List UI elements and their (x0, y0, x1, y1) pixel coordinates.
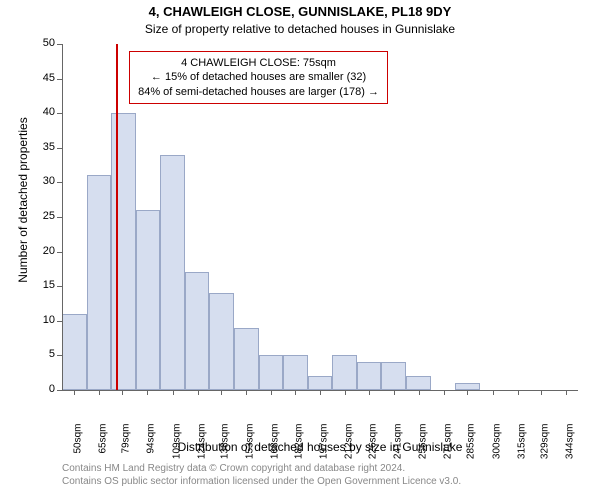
histogram-bar (332, 355, 357, 390)
histogram-bar (259, 355, 284, 390)
y-axis-line (62, 44, 63, 390)
y-tick-label: 35 (30, 141, 55, 153)
chart-title: 4, CHAWLEIGH CLOSE, GUNNISLAKE, PL18 9DY (0, 4, 600, 19)
histogram-bar (160, 155, 185, 390)
property-marker-line (116, 44, 118, 390)
y-tick-label: 30 (30, 175, 55, 187)
histogram-bar (381, 362, 406, 390)
histogram-bar (357, 362, 382, 390)
footer-text: Contains HM Land Registry data © Crown c… (62, 462, 461, 488)
histogram-bar (62, 314, 87, 390)
y-tick-label: 15 (30, 279, 55, 291)
x-axis-line (62, 390, 578, 391)
histogram-bar (455, 383, 480, 390)
annotation-line-3: 84% of semi-detached houses are larger (… (138, 85, 379, 99)
y-tick-label: 50 (30, 37, 55, 49)
y-tick-label: 0 (30, 383, 55, 395)
y-axis-label: Number of detached properties (16, 40, 30, 360)
histogram-bar (185, 272, 210, 390)
annotation-line-1: 4 CHAWLEIGH CLOSE: 75sqm (138, 56, 379, 70)
footer-line-1: Contains HM Land Registry data © Crown c… (62, 462, 461, 475)
y-tick-label: 10 (30, 314, 55, 326)
histogram-bar (308, 376, 333, 390)
histogram-bar (136, 210, 161, 390)
histogram-bar (234, 328, 259, 390)
y-tick-label: 40 (30, 106, 55, 118)
annotation-line-2: ← 15% of detached houses are smaller (32… (138, 70, 379, 84)
plot-area: 0510152025303540455050sqm65sqm79sqm94sqm… (62, 44, 578, 390)
y-tick-label: 20 (30, 245, 55, 257)
y-tick-label: 25 (30, 210, 55, 222)
annotation-box: 4 CHAWLEIGH CLOSE: 75sqm← 15% of detache… (129, 51, 388, 104)
footer-line-2: Contains OS public sector information li… (62, 475, 461, 488)
histogram-bar (283, 355, 308, 390)
x-axis-label: Distribution of detached houses by size … (62, 440, 578, 454)
chart-container: 4, CHAWLEIGH CLOSE, GUNNISLAKE, PL18 9DY… (0, 0, 600, 500)
chart-subtitle: Size of property relative to detached ho… (0, 22, 600, 36)
y-tick-label: 5 (30, 348, 55, 360)
histogram-bar (209, 293, 234, 390)
histogram-bar (87, 175, 112, 390)
y-tick-label: 45 (30, 72, 55, 84)
histogram-bar (406, 376, 431, 390)
